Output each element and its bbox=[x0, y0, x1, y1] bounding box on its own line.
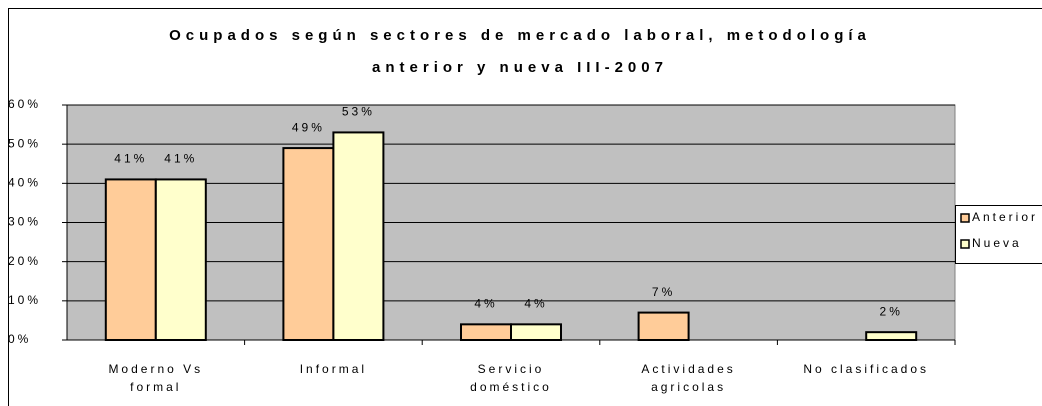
x-tick-label: Actividades agricolas bbox=[641, 362, 736, 394]
x-tick-label: Informal bbox=[299, 362, 368, 376]
data-label: 4% bbox=[474, 297, 497, 311]
bar bbox=[332, 131, 385, 341]
bar bbox=[865, 331, 918, 341]
y-tick-label: 20% bbox=[8, 254, 41, 268]
bar bbox=[154, 178, 207, 341]
x-tick-label: No clasificados bbox=[803, 362, 930, 376]
y-tick-label: 10% bbox=[8, 293, 41, 307]
data-label: 49% bbox=[292, 120, 325, 134]
bar bbox=[460, 323, 512, 342]
y-tick-label: 50% bbox=[8, 136, 41, 150]
legend-swatch bbox=[960, 239, 970, 249]
y-tick-label: 40% bbox=[8, 176, 41, 190]
data-label: 4% bbox=[524, 297, 547, 311]
x-tick-label: Moderno Vs formal bbox=[108, 362, 204, 394]
bar bbox=[510, 323, 562, 342]
legend-swatch bbox=[960, 213, 970, 223]
y-tick-label: 60% bbox=[8, 97, 41, 111]
chart-title: anterior y nueva III-2007 bbox=[372, 59, 668, 76]
legend-label: Nueva bbox=[972, 236, 1022, 250]
data-label: 53% bbox=[342, 105, 375, 119]
y-tick-label: 30% bbox=[8, 215, 41, 229]
bar bbox=[637, 311, 690, 342]
y-tick-label: 0% bbox=[8, 332, 31, 346]
legend bbox=[955, 205, 1042, 264]
x-tick-label: Servicio doméstico bbox=[470, 362, 552, 394]
data-label: 41% bbox=[114, 152, 147, 166]
bar bbox=[104, 178, 157, 341]
chart-title: Ocupados según sectores de mercado labor… bbox=[169, 27, 871, 44]
data-label: 2% bbox=[880, 304, 903, 318]
bar bbox=[282, 147, 335, 341]
data-label: 7% bbox=[652, 285, 675, 299]
data-label: 41% bbox=[164, 152, 197, 166]
legend-label: Anterior bbox=[972, 210, 1038, 224]
